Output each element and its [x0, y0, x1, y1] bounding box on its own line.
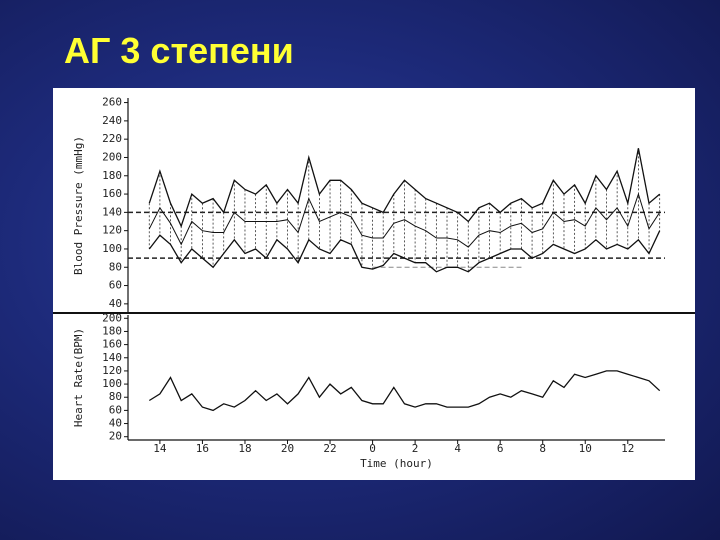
- x-tick-label: 4: [454, 442, 461, 455]
- y-tick-label: 40: [109, 417, 122, 430]
- y-tick-label: 120: [102, 224, 122, 237]
- x-tick-label: 6: [497, 442, 504, 455]
- y-tick-label: 140: [102, 205, 122, 218]
- y-tick-label: 40: [109, 297, 122, 310]
- series-line: [148, 148, 661, 228]
- y-axis-label: Blood Pressure (mmHg): [72, 136, 85, 275]
- chart-background: [53, 88, 695, 480]
- x-tick-label: 18: [238, 442, 251, 455]
- x-tick-label: 12: [621, 442, 634, 455]
- series-line: [148, 192, 661, 248]
- series-line: [148, 370, 661, 412]
- series-line: [148, 230, 661, 273]
- x-tick-label: 0: [369, 442, 376, 455]
- y-tick-label: 220: [102, 132, 122, 145]
- y-tick-label: 80: [109, 390, 122, 403]
- y-tick-label: 100: [102, 377, 122, 390]
- y-tick-label: 200: [102, 150, 122, 163]
- x-axis-label: Time (hour): [360, 457, 433, 470]
- x-tick-label: 22: [323, 442, 336, 455]
- x-tick-label: 10: [579, 442, 592, 455]
- y-tick-label: 100: [102, 242, 122, 255]
- y-tick-label: 120: [102, 364, 122, 377]
- y-tick-label: 200: [102, 311, 122, 324]
- y-tick-label: 160: [102, 338, 122, 351]
- y-tick-label: 160: [102, 187, 122, 200]
- x-tick-label: 2: [412, 442, 419, 455]
- y-tick-label: 180: [102, 169, 122, 182]
- y-tick-label: 60: [109, 279, 122, 292]
- x-tick-label: 16: [196, 442, 209, 455]
- x-tick-label: 14: [153, 442, 167, 455]
- slide-title: АГ 3 степени: [64, 30, 294, 71]
- chart-box: 40 60 80 100 120 140 160 180 200 220 240 260 Blood P…: [53, 88, 695, 484]
- y-tick-label: 140: [102, 351, 122, 364]
- y-tick-label: 80: [109, 260, 122, 273]
- y-tick-label: 240: [102, 114, 122, 127]
- y-axis-label: Heart Rate(BPM): [72, 328, 85, 427]
- y-tick-label: 20: [109, 430, 122, 443]
- y-tick-label: 60: [109, 403, 122, 416]
- x-tick-label: 8: [539, 442, 546, 455]
- x-tick-label: 20: [281, 442, 294, 455]
- y-tick-label: 260: [102, 96, 122, 109]
- y-tick-label: 180: [102, 324, 122, 337]
